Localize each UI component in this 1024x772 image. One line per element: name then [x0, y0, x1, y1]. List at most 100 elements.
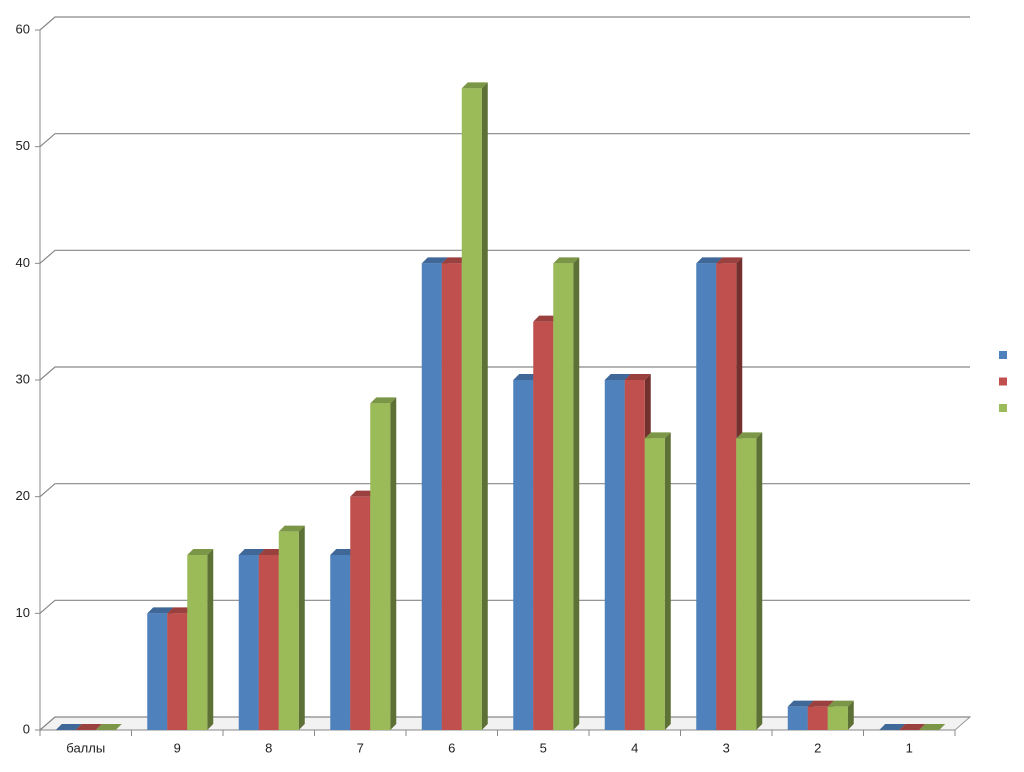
x-tick-label: 8	[265, 740, 272, 755]
bar-front	[278, 531, 299, 730]
bar	[644, 432, 671, 730]
x-tick-label: 1	[906, 740, 913, 755]
bar-top	[167, 607, 194, 614]
bar-front	[553, 263, 574, 730]
grid-line	[39, 249, 970, 264]
legend-swatch	[999, 351, 1007, 359]
bar-side	[756, 432, 763, 730]
bar-top	[370, 397, 397, 404]
bar-side	[298, 525, 305, 730]
bar	[899, 724, 926, 730]
bar-front	[238, 555, 259, 730]
bar	[461, 82, 488, 731]
bar-top	[533, 315, 560, 322]
bar-side	[847, 700, 854, 730]
legend-swatch	[999, 377, 1007, 386]
x-tick-label: 9	[174, 740, 181, 755]
bar-top	[899, 724, 926, 730]
bar-top	[238, 549, 265, 555]
bar-top	[258, 549, 285, 555]
bar-front	[258, 555, 279, 730]
bar-top	[75, 724, 102, 730]
bar-side	[664, 432, 671, 730]
bar-front	[441, 263, 462, 730]
bar-top	[787, 700, 814, 707]
bar-top	[644, 432, 671, 439]
grid-line	[39, 366, 970, 381]
bar	[75, 724, 102, 730]
bar-front	[604, 380, 625, 730]
y-tick-label: 20	[16, 488, 30, 503]
bar-top	[55, 724, 82, 730]
bar-top	[187, 549, 214, 555]
bar-top	[553, 257, 580, 264]
x-tick-label: 5	[540, 740, 547, 755]
bar-top	[624, 374, 651, 380]
bar-front	[513, 380, 534, 730]
grid-line	[39, 483, 970, 498]
bar-top	[95, 724, 122, 730]
bar-top	[919, 724, 946, 730]
bar-top	[604, 374, 631, 380]
bar-front	[533, 321, 554, 730]
bar	[879, 724, 906, 730]
bar-top	[330, 549, 357, 555]
bar-top	[827, 700, 854, 707]
bar	[370, 397, 397, 730]
y-tick-label: 0	[23, 721, 30, 736]
bar-top	[696, 257, 723, 264]
bar-front	[167, 613, 188, 730]
bar-front	[716, 263, 737, 730]
y-tick-label: 40	[16, 255, 30, 270]
bar	[919, 724, 946, 730]
bar-side	[573, 257, 580, 730]
bar-front	[370, 403, 391, 730]
bar-top	[736, 432, 763, 439]
bar-front	[827, 706, 848, 730]
bar	[553, 257, 580, 730]
x-tick-label: 2	[814, 740, 821, 755]
bar	[278, 525, 305, 730]
bar-side	[207, 549, 214, 730]
bar-side	[481, 82, 488, 731]
bar-top	[807, 700, 834, 707]
grid-line	[39, 16, 970, 31]
bar-front	[696, 263, 717, 730]
bar-front	[787, 706, 808, 730]
bar	[95, 724, 122, 730]
bar-top	[461, 82, 488, 89]
bar-top	[421, 257, 448, 264]
legend-swatch	[999, 404, 1007, 412]
bar-front	[350, 496, 371, 730]
bar-front	[421, 263, 442, 730]
bar-front	[461, 88, 482, 731]
grid-line	[39, 133, 970, 148]
bar-top	[350, 490, 377, 497]
bar-top	[879, 724, 906, 730]
x-tick-label: 7	[357, 740, 364, 755]
x-tick-label: 4	[631, 740, 638, 755]
bar-top	[513, 374, 540, 380]
x-tick-label: 6	[448, 740, 455, 755]
bar-front	[330, 555, 351, 730]
bar	[187, 549, 214, 730]
bar-top	[441, 257, 468, 264]
y-tick-label: 30	[16, 371, 30, 386]
y-tick-label: 60	[16, 21, 30, 36]
bar-top	[278, 525, 305, 532]
bar-front	[644, 438, 665, 730]
bar-front	[807, 706, 828, 730]
bar-front	[187, 555, 208, 730]
bar-side	[390, 397, 397, 730]
bar	[736, 432, 763, 730]
bar-front	[147, 613, 168, 730]
bar	[55, 724, 82, 730]
bar-top	[147, 607, 174, 614]
bar-top	[716, 257, 743, 264]
x-tick-label: 3	[723, 740, 730, 755]
y-tick-label: 50	[16, 138, 30, 153]
bar-front	[624, 380, 645, 730]
x-tick-label: баллы	[66, 740, 105, 755]
bar	[827, 700, 854, 730]
